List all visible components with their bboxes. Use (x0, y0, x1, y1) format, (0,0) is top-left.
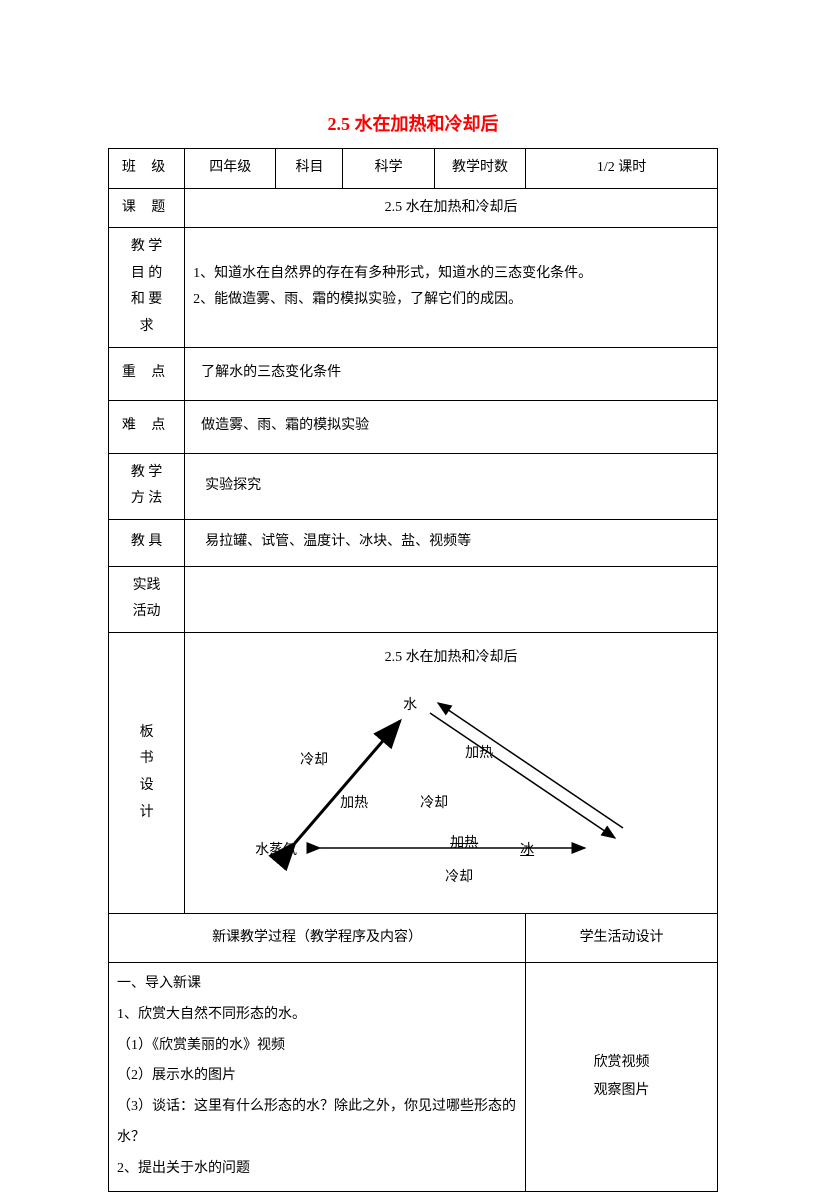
grade-cell: 四年级 (185, 149, 276, 189)
table-row: 教 学 目 的 和 要 求 1、知道水在自然界的存在有多种形式，知道水的三态变化… (109, 228, 718, 347)
edge-cool2: 冷却 (420, 791, 448, 818)
table-row: 板 书 设 计 2.5 水在加热和冷却后 (109, 632, 718, 913)
table-row: 新课教学过程（教学程序及内容） 学生活动设计 (109, 913, 718, 962)
node-ice: 冰 (520, 838, 534, 865)
lesson-plan-table: 班 级 四年级 科目 科学 教学时数 1/2 课时 课 题 2.5 水在加热和冷… (108, 148, 718, 1192)
board-label: 板 书 设 计 (109, 632, 185, 913)
table-row: 教 学 方 法 实验探究 (109, 453, 718, 519)
class-label: 班 级 (109, 149, 185, 189)
edge-heat2: 加热 (340, 791, 368, 818)
method-cell: 实验探究 (185, 453, 718, 519)
subject-cell: 科学 (343, 149, 434, 189)
table-row: 教 具 易拉罐、试管、温度计、冰块、盐、视频等 (109, 519, 718, 566)
table-row: 课 题 2.5 水在加热和冷却后 (109, 188, 718, 228)
state-diagram: 水 水蒸气 冰 冷却 加热 加热 冷却 加热 冷却 (185, 633, 717, 913)
keypoint-cell: 了解水的三态变化条件 (185, 347, 718, 400)
edge-cool3: 冷却 (445, 865, 473, 892)
tools-cell: 易拉罐、试管、温度计、冰块、盐、视频等 (185, 519, 718, 566)
table-row: 难 点 做造雾、雨、霜的模拟实验 (109, 400, 718, 453)
table-row: 一、导入新课 1、欣赏大自然不同形态的水。 （1）《欣赏美丽的水》视频 （2）展… (109, 962, 718, 1191)
edge-cool1: 冷却 (300, 748, 328, 775)
method-label: 教 学 方 法 (109, 453, 185, 519)
topic-label: 课 题 (109, 188, 185, 228)
difficulty-cell: 做造雾、雨、霜的模拟实验 (185, 400, 718, 453)
page-title: 2.5 水在加热和冷却后 (108, 110, 718, 136)
table-row: 班 级 四年级 科目 科学 教学时数 1/2 课时 (109, 149, 718, 189)
keypoint-label: 重 点 (109, 347, 185, 400)
activity-header: 学生活动设计 (526, 913, 718, 962)
practice-label: 实践 活动 (109, 566, 185, 632)
node-steam: 水蒸气 (255, 838, 297, 865)
table-row: 实践 活动 (109, 566, 718, 632)
process-header: 新课教学过程（教学程序及内容） (109, 913, 526, 962)
edge-heat3: 加热 (450, 831, 478, 858)
practice-cell (185, 566, 718, 632)
hours-label: 教学时数 (434, 149, 525, 189)
edge-heat1: 加热 (465, 741, 493, 768)
tools-label: 教 具 (109, 519, 185, 566)
node-water: 水 (403, 693, 417, 720)
process-body: 一、导入新课 1、欣赏大自然不同形态的水。 （1）《欣赏美丽的水》视频 （2）展… (109, 962, 526, 1191)
difficulty-label: 难 点 (109, 400, 185, 453)
objectives-label: 教 学 目 的 和 要 求 (109, 228, 185, 347)
table-row: 重 点 了解水的三态变化条件 (109, 347, 718, 400)
topic-cell: 2.5 水在加热和冷却后 (185, 188, 718, 228)
board-diagram-cell: 2.5 水在加热和冷却后 (185, 632, 718, 913)
hours-cell: 1/2 课时 (526, 149, 718, 189)
subject-label: 科目 (276, 149, 343, 189)
objectives-cell: 1、知道水在自然界的存在有多种形式，知道水的三态变化条件。 2、能做造雾、雨、霜… (185, 228, 718, 347)
activity-body: 欣赏视频 观察图片 (526, 962, 718, 1191)
